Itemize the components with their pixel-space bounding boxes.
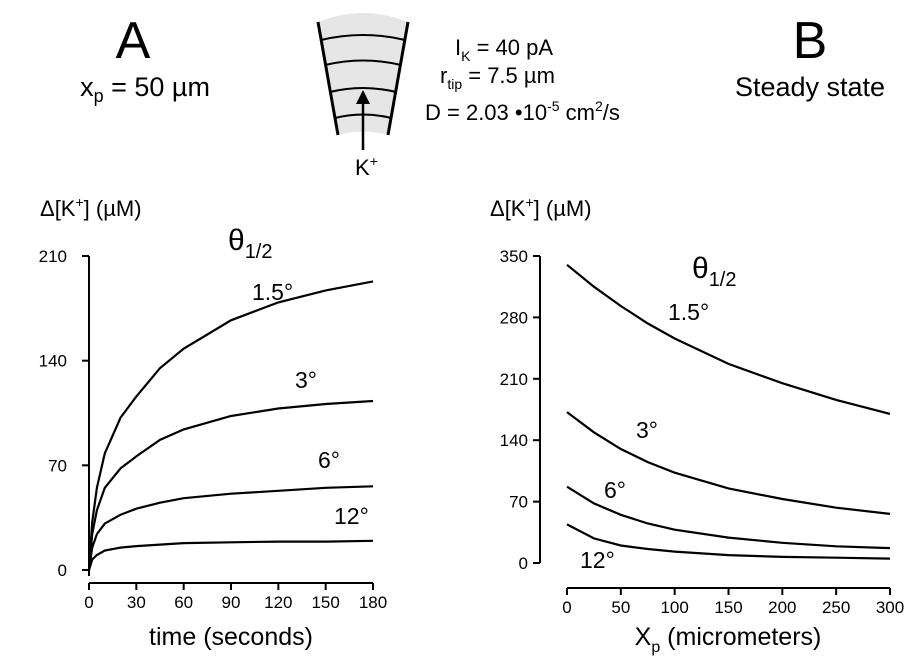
- x-axis-label: Xp (micrometers): [635, 623, 822, 656]
- series-line: [566, 523, 891, 560]
- ion-label: K+: [355, 153, 378, 180]
- x-tick-label: 300: [876, 598, 904, 617]
- series-label: 3°: [295, 367, 317, 393]
- series-label: 1.5°: [252, 279, 293, 305]
- x-label-sub: p: [651, 639, 660, 656]
- y-tick-label: 70: [48, 456, 67, 475]
- x-tick-label: 60: [174, 593, 193, 612]
- panel-subtitle: Steady state: [735, 72, 885, 102]
- series-label: 3°: [636, 417, 658, 443]
- legend-title-sub: 1/2: [245, 241, 273, 263]
- pipette-diagram: [316, 13, 410, 150]
- param-rest: /s: [603, 100, 620, 125]
- series-label: 12°: [580, 547, 615, 573]
- y-label-post: ] (µM): [84, 196, 142, 221]
- param-rest: = 40 pA: [470, 35, 553, 60]
- x-tick-label: 150: [311, 593, 339, 612]
- x-tick-label: 0: [562, 598, 571, 617]
- y-label-sup: +: [75, 194, 83, 210]
- legend-title: θ1/2: [228, 224, 273, 263]
- param-sup: 2: [595, 98, 603, 114]
- x-tick-label: 150: [714, 598, 742, 617]
- y-axis-label: Δ[K+] (µM): [490, 194, 592, 221]
- y-label-pre: Δ[K: [490, 196, 526, 221]
- series-line: [566, 263, 891, 415]
- param-main: D = 2.03 •10: [425, 100, 547, 125]
- y-label-sup: +: [525, 194, 533, 210]
- ion: K: [355, 155, 370, 180]
- x-axis-label: time (seconds): [149, 623, 313, 651]
- y-tick-label: 140: [39, 352, 67, 371]
- panel-label: A: [116, 12, 151, 70]
- series-line: [87, 399, 374, 571]
- param-sub: K: [461, 48, 471, 64]
- x-tick-label: 100: [660, 598, 688, 617]
- sub-rest: = 50 µm: [104, 72, 210, 102]
- series-label: 1.5°: [668, 299, 709, 325]
- series-line: [87, 539, 374, 571]
- param-rest: = 7.5 µm: [462, 63, 555, 88]
- series-label: 6°: [604, 477, 626, 503]
- param-sup: -5: [547, 98, 560, 114]
- legend-title-main: θ: [692, 252, 709, 285]
- series-line: [566, 411, 891, 515]
- series-line: [87, 280, 374, 571]
- x-label-rest: (micrometers): [660, 623, 821, 651]
- sub-main: x: [80, 72, 94, 102]
- param-sub: tip: [447, 76, 462, 92]
- panel-subtitle: xp = 50 µm: [80, 72, 210, 106]
- legend-title: θ1/2: [692, 252, 737, 291]
- series-label: 6°: [318, 447, 340, 473]
- y-tick-label: 210: [500, 370, 528, 389]
- y-label-pre: Δ[K: [40, 196, 76, 221]
- x-tick-label: 90: [222, 593, 241, 612]
- y-tick-label: 280: [500, 308, 528, 327]
- legend-title-main: θ: [228, 224, 245, 257]
- param-line: IK = 40 pA: [455, 35, 553, 64]
- y-axis-label: Δ[K+] (µM): [40, 194, 142, 221]
- panel-label: B: [793, 12, 828, 70]
- series-label: 12°: [334, 503, 369, 529]
- legend-title-sub: 1/2: [709, 269, 737, 291]
- param-main: I: [455, 35, 461, 60]
- y-tick-label: 0: [519, 554, 528, 573]
- y-tick-label: 70: [509, 493, 528, 512]
- x-tick-label: 30: [127, 593, 146, 612]
- x-tick-label: 250: [822, 598, 850, 617]
- param-mid: cm: [560, 100, 595, 125]
- series-line: [566, 485, 891, 550]
- y-tick-label: 210: [39, 247, 67, 266]
- param-main: r: [440, 63, 447, 88]
- param-line: rtip = 7.5 µm: [440, 63, 555, 92]
- series-line: [87, 485, 374, 571]
- x-label-main: X: [635, 623, 652, 651]
- y-tick-label: 0: [58, 561, 67, 580]
- x-tick-label: 200: [768, 598, 796, 617]
- x-tick-label: 0: [84, 593, 93, 612]
- y-label-post: ] (µM): [534, 196, 592, 221]
- param-line: D = 2.03 •10-5 cm2/s: [425, 98, 620, 125]
- sub-sub: p: [94, 86, 104, 106]
- x-tick-label: 50: [611, 598, 630, 617]
- y-tick-label: 350: [500, 247, 528, 266]
- x-tick-label: 180: [359, 593, 387, 612]
- ion-sup: +: [370, 153, 378, 169]
- x-tick-label: 120: [264, 593, 292, 612]
- y-tick-label: 140: [500, 431, 528, 450]
